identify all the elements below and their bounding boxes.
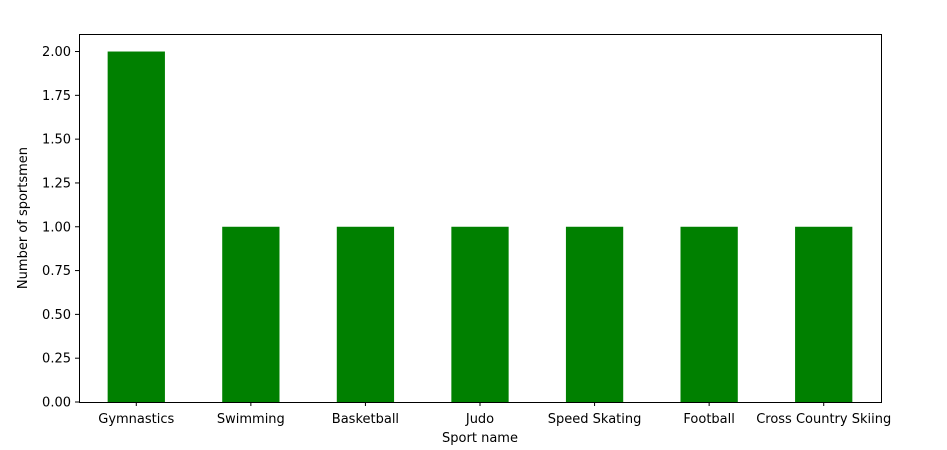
y-tick-label: 1.00: [42, 220, 71, 235]
x-tick-label: Judo: [465, 412, 494, 427]
bar-speed-skating: [565, 226, 624, 402]
x-axis-ticks: Gymnastics Swimming Basketball Judo Speed Sk…: [98, 402, 891, 427]
bar-swimming: [222, 226, 280, 402]
bar-cross-country-skiing: [795, 226, 853, 402]
bar-football: [680, 226, 738, 402]
y-tick-label: 1.25: [42, 176, 71, 191]
y-tick-label: 0.75: [42, 264, 71, 279]
x-tick-label: Football: [683, 412, 734, 427]
x-tick-label: Swimming: [217, 412, 285, 427]
y-tick-label: 1.75: [42, 89, 71, 104]
x-axis-label: Sport name: [442, 431, 518, 446]
bar-gymnastics: [107, 51, 165, 403]
y-tick-label: 2.00: [42, 45, 71, 60]
y-axis-ticks: 0.00 0.25 0.50 0.75 1.00 1.25 1.50 1.75 2.00: [42, 45, 79, 411]
y-tick-label: 0.00: [42, 396, 71, 411]
y-axis-label: Number of sportsmen: [16, 147, 31, 289]
bar-judo: [451, 226, 509, 402]
x-tick-label: Gymnastics: [98, 412, 174, 427]
x-tick-label: Cross Country Skiing: [756, 412, 891, 427]
bars-layer: [107, 51, 853, 403]
y-tick-label: 0.25: [42, 352, 71, 367]
plot-frame: [79, 34, 882, 403]
x-tick-label: Basketball: [332, 412, 399, 427]
x-tick-label: Speed Skating: [548, 412, 642, 427]
y-tick-label: 0.50: [42, 308, 71, 323]
y-tick-label: 1.50: [42, 133, 71, 148]
bar-basketball: [336, 226, 395, 402]
